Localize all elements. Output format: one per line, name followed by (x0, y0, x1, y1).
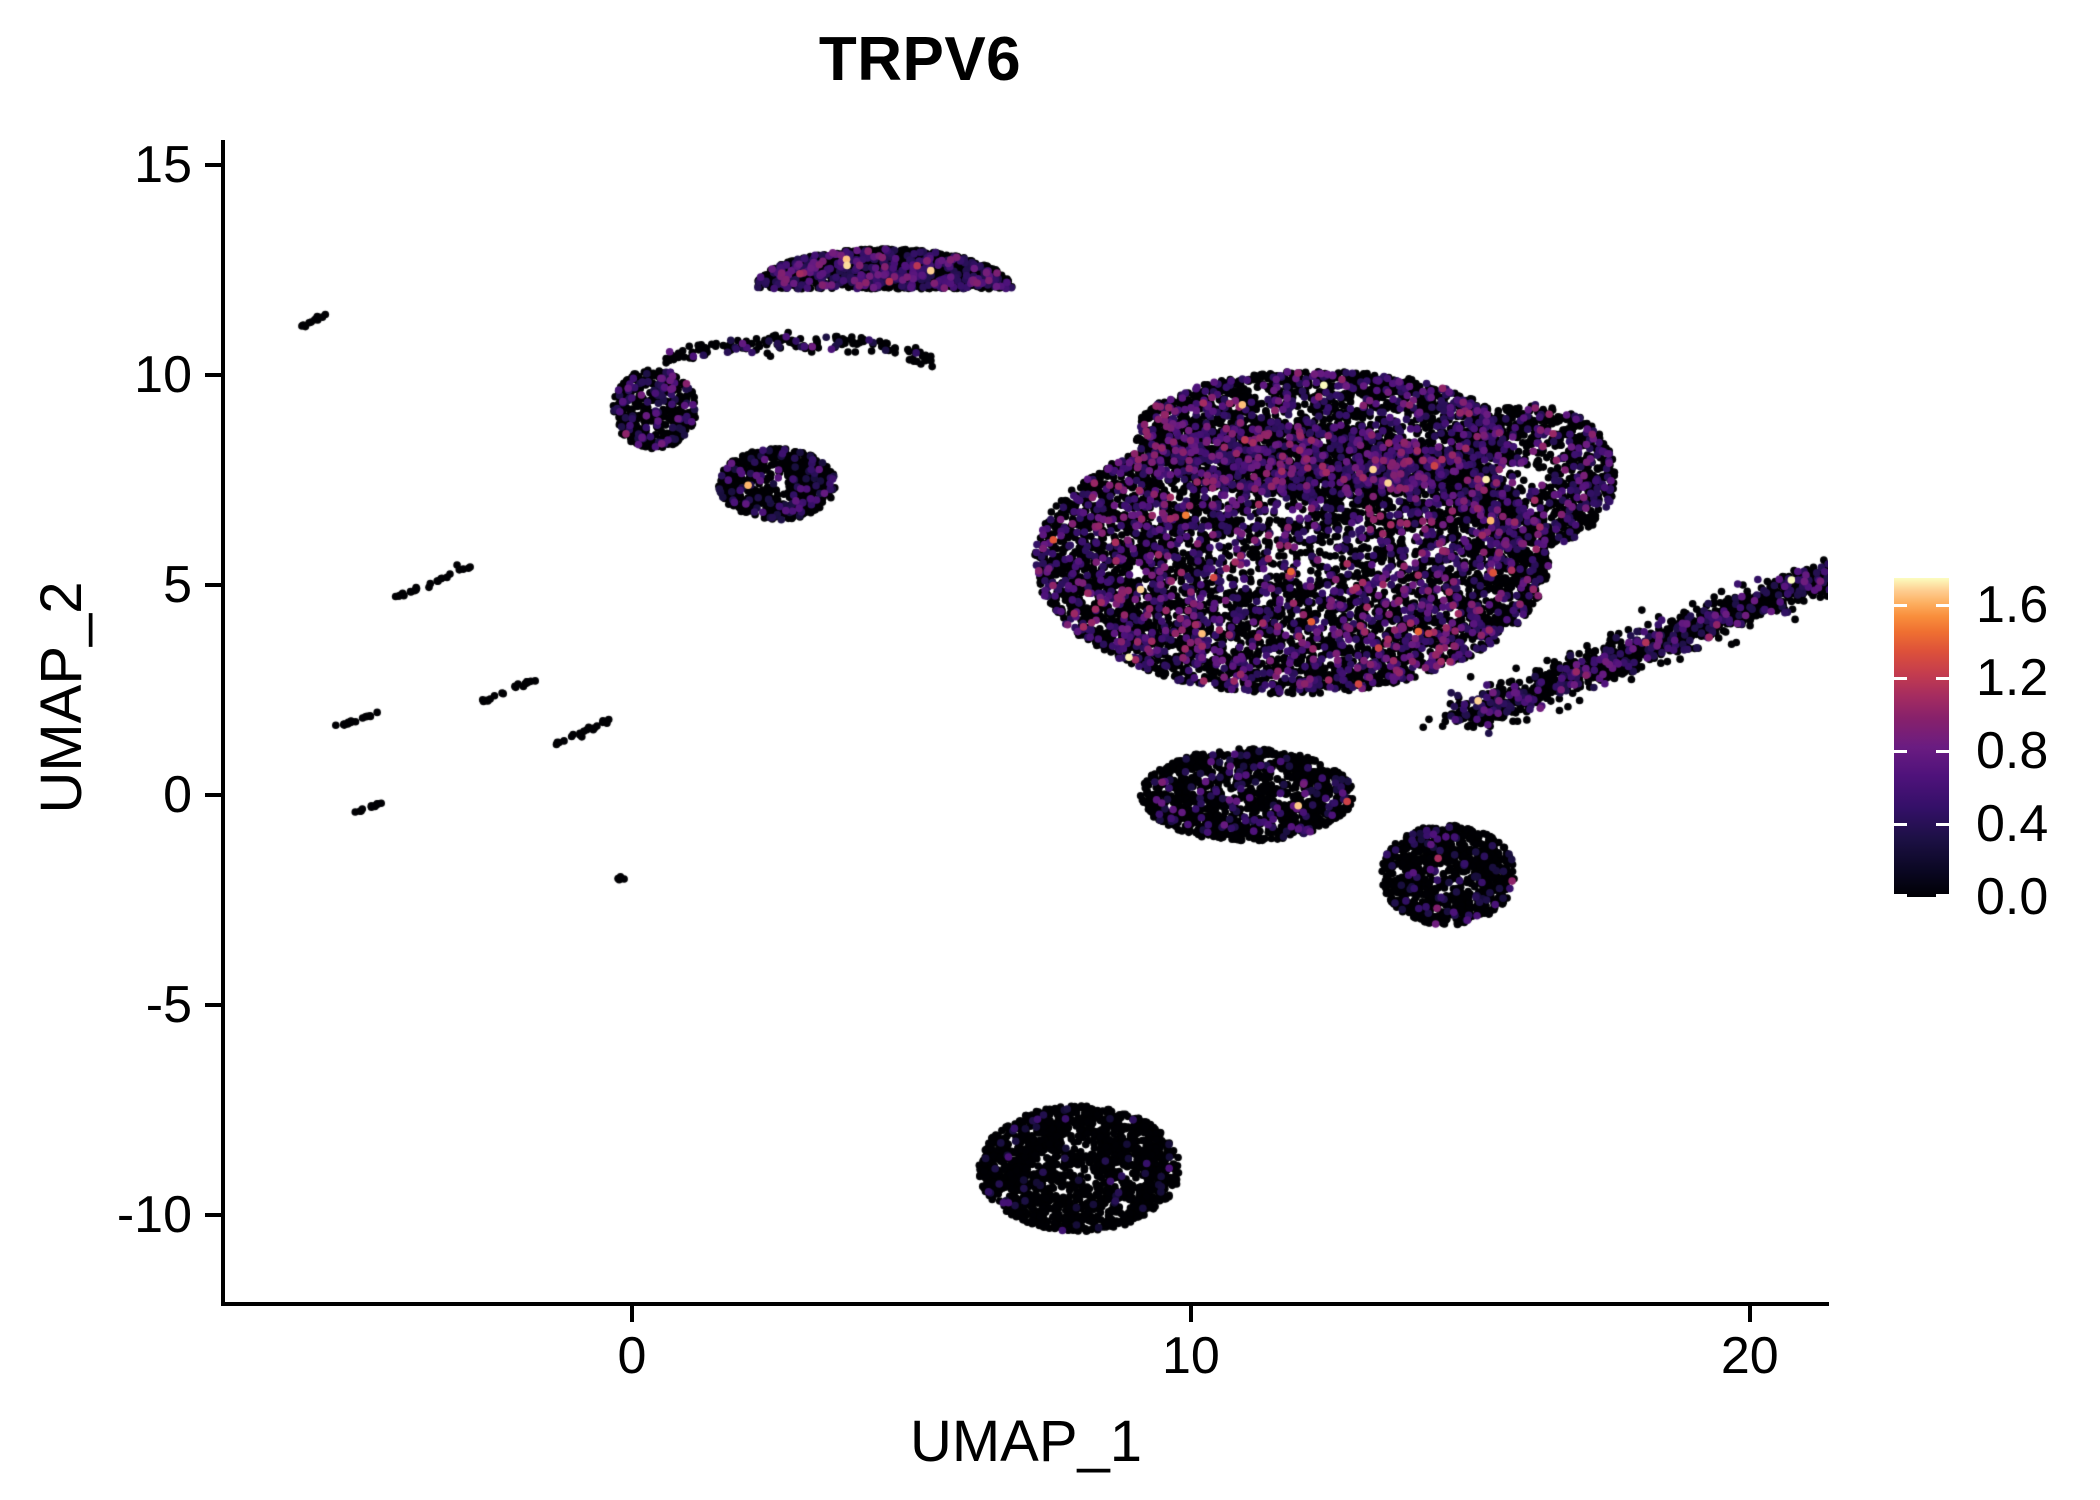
x-axis-line (221, 1302, 1829, 1306)
x-tick-mark (629, 1306, 634, 1322)
x-tick-mark (1188, 1306, 1193, 1322)
colorbar-tick-mark (1894, 604, 1907, 608)
colorbar-tick-mark (1894, 823, 1907, 827)
y-axis-line (221, 140, 225, 1306)
page-title: TRPV6 (818, 25, 1022, 94)
x-tick-label: 20 (1720, 1327, 1779, 1385)
plot-panel (224, 140, 1828, 1303)
colorbar-tick-mark (1894, 750, 1907, 754)
y-tick-mark (205, 1212, 221, 1217)
colorbar-tick-mark (1936, 750, 1949, 754)
y-tick-mark (205, 373, 221, 378)
colorbar-tick-mark (1894, 894, 1907, 897)
colorbar-tick-mark (1936, 894, 1949, 897)
x-axis-title: UMAP_1 (909, 1409, 1143, 1474)
colorbar-tick-mark (1936, 823, 1949, 827)
y-tick-label: 15 (134, 136, 192, 195)
y-tick-label: 5 (163, 556, 192, 615)
colorbar-gradient (1894, 578, 1949, 897)
colorbar-tick-label: 0.4 (1976, 795, 2049, 854)
y-tick-label: 10 (134, 346, 192, 405)
colorbar-tick-label: 0.0 (1976, 868, 2049, 926)
colorbar-tick-label: 1.6 (1976, 576, 2049, 635)
x-tick-mark (1747, 1306, 1752, 1322)
colorbar-tick-mark (1894, 677, 1907, 681)
x-tick-label: 10 (1161, 1327, 1220, 1385)
colorbar-tick-label: 0.8 (1976, 722, 2049, 781)
y-axis-title: UMAP_2 (29, 581, 94, 814)
colorbar-tick-label: 1.2 (1976, 649, 2049, 708)
colorbar-tick-mark (1936, 604, 1949, 608)
colorbar-tick-mark (1936, 677, 1949, 681)
y-tick-label: -5 (145, 975, 192, 1034)
y-tick-mark (205, 163, 221, 168)
y-tick-mark (205, 792, 221, 797)
y-tick-mark (205, 1002, 221, 1007)
y-tick-mark (205, 583, 221, 588)
y-tick-label: -10 (116, 1185, 192, 1244)
y-tick-label: 0 (163, 765, 192, 824)
x-tick-label: 0 (617, 1327, 647, 1385)
scatter-points-layer (224, 140, 1828, 1303)
